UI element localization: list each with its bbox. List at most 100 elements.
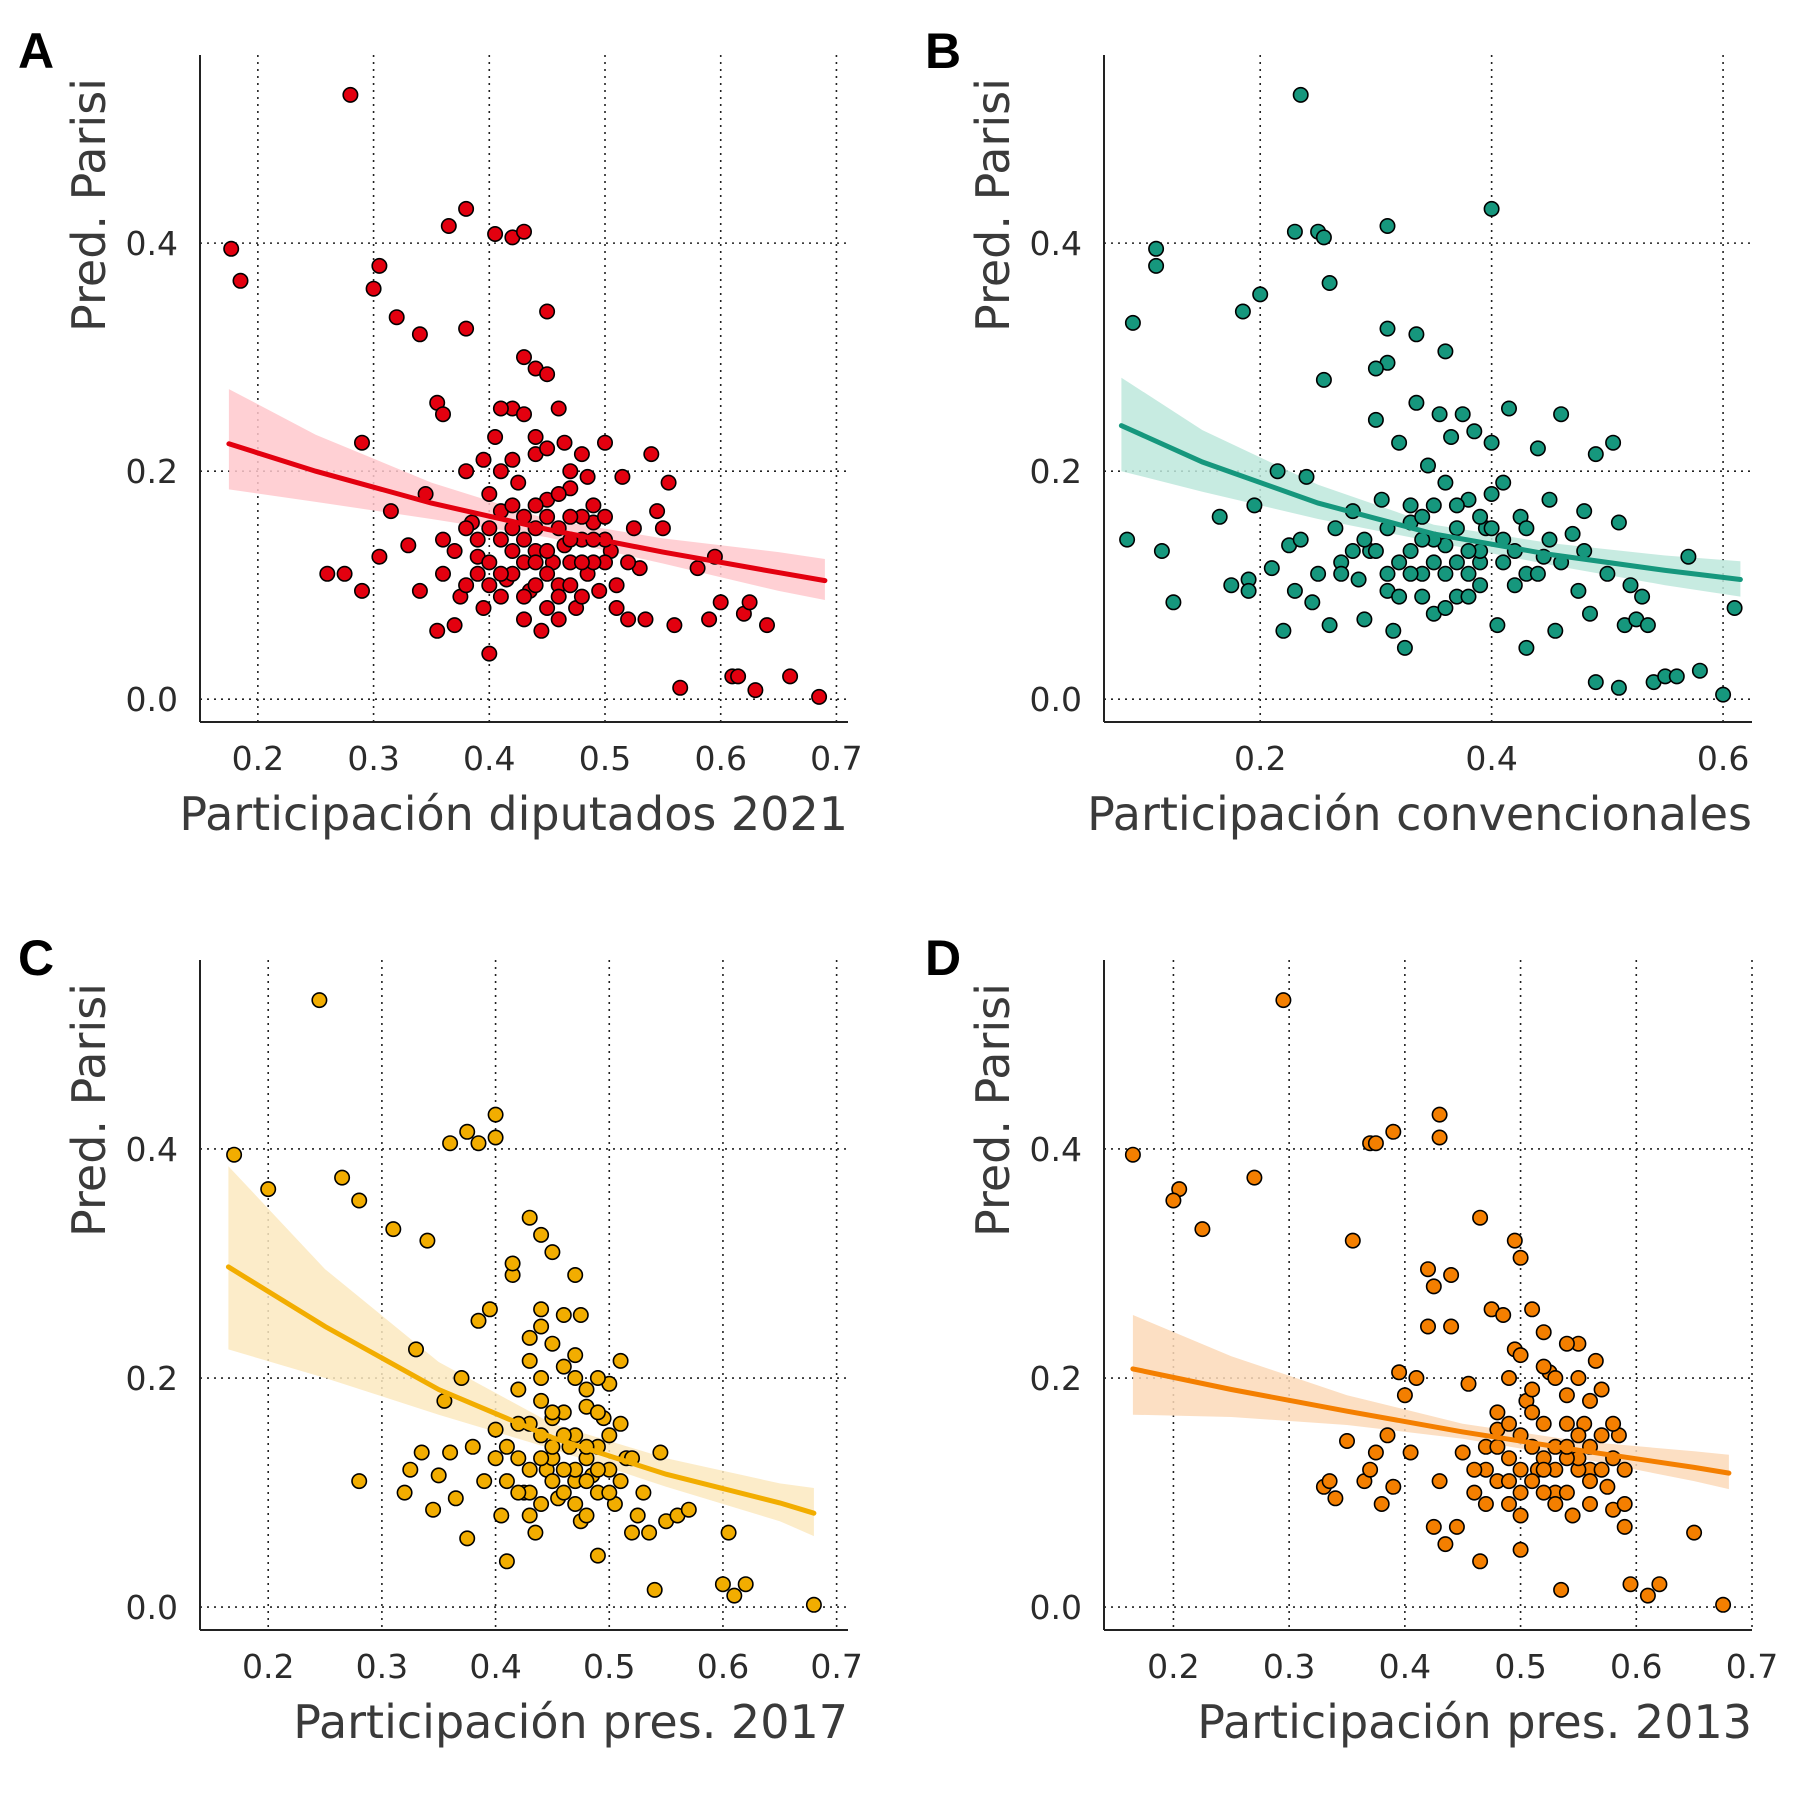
data-point bbox=[573, 588, 590, 605]
y-tick-label: 0.0 bbox=[1030, 680, 1082, 719]
data-point bbox=[550, 611, 567, 628]
data-point bbox=[371, 257, 388, 274]
y-axis-title: Pred. Parisi bbox=[966, 983, 1020, 1237]
data-point bbox=[1448, 1518, 1465, 1535]
data-point bbox=[1373, 1496, 1390, 1513]
data-point bbox=[1315, 229, 1332, 246]
data-point bbox=[591, 582, 608, 599]
data-point bbox=[1477, 1496, 1494, 1513]
data-point bbox=[1466, 423, 1483, 440]
data-point bbox=[336, 565, 353, 582]
data-point bbox=[601, 1484, 618, 1501]
data-point bbox=[1460, 565, 1477, 582]
data-point bbox=[1460, 542, 1477, 559]
data-point bbox=[1414, 508, 1431, 525]
data-point bbox=[1472, 1553, 1489, 1570]
data-point bbox=[1402, 1444, 1419, 1461]
data-point bbox=[492, 588, 509, 605]
data-point bbox=[1292, 531, 1309, 548]
data-point bbox=[1356, 611, 1373, 628]
data-point bbox=[1489, 1438, 1506, 1455]
data-point bbox=[1558, 1484, 1575, 1501]
data-point bbox=[446, 542, 463, 559]
data-point bbox=[1292, 86, 1309, 103]
data-point bbox=[1593, 1461, 1610, 1478]
data-point bbox=[382, 503, 399, 520]
data-point bbox=[1547, 1496, 1564, 1513]
x-axis-title: Participación pres. 2017 bbox=[293, 1695, 848, 1749]
data-point bbox=[1431, 406, 1448, 423]
data-point bbox=[701, 611, 718, 628]
data-point bbox=[1489, 617, 1506, 634]
confidence-band bbox=[228, 1166, 814, 1537]
data-point bbox=[1616, 1518, 1633, 1535]
data-point bbox=[533, 1318, 550, 1335]
data-point bbox=[741, 594, 758, 611]
data-point bbox=[425, 1501, 442, 1518]
data-point bbox=[442, 1444, 459, 1461]
data-point bbox=[1715, 686, 1732, 703]
data-point bbox=[487, 1129, 504, 1146]
x-tick-label: 0.2 bbox=[232, 739, 284, 778]
data-point bbox=[1275, 622, 1292, 639]
data-point bbox=[498, 1553, 515, 1570]
data-point bbox=[447, 1490, 464, 1507]
data-point bbox=[1501, 1415, 1518, 1432]
data-point bbox=[371, 548, 388, 565]
data-point bbox=[1495, 554, 1512, 571]
data-point bbox=[811, 688, 828, 705]
data-point bbox=[1367, 360, 1384, 377]
data-point bbox=[1286, 223, 1303, 240]
data-point bbox=[625, 520, 642, 537]
x-tick-label: 0.4 bbox=[463, 739, 515, 778]
data-point bbox=[623, 1524, 640, 1541]
data-point bbox=[1223, 577, 1240, 594]
data-point bbox=[589, 1461, 606, 1478]
data-point bbox=[730, 668, 747, 685]
data-point bbox=[260, 1181, 277, 1198]
x-tick-label: 0.3 bbox=[347, 739, 399, 778]
data-point bbox=[342, 86, 359, 103]
data-point bbox=[419, 1232, 436, 1249]
data-point bbox=[1472, 1209, 1489, 1226]
data-point bbox=[1431, 1129, 1448, 1146]
data-point bbox=[1501, 1496, 1518, 1513]
data-point bbox=[1310, 565, 1327, 582]
data-point bbox=[1420, 1261, 1437, 1278]
data-point bbox=[1483, 200, 1500, 217]
data-point bbox=[1686, 1524, 1703, 1541]
data-point bbox=[430, 1467, 447, 1484]
data-point bbox=[1321, 274, 1338, 291]
data-point bbox=[1437, 343, 1454, 360]
data-point bbox=[1391, 434, 1408, 451]
data-point bbox=[351, 1192, 368, 1209]
x-tick-label: 0.5 bbox=[579, 739, 631, 778]
data-point bbox=[562, 463, 579, 480]
data-point bbox=[556, 434, 573, 451]
data-point bbox=[492, 400, 509, 417]
data-point bbox=[1379, 320, 1396, 337]
data-point bbox=[550, 400, 567, 417]
data-point bbox=[1234, 303, 1251, 320]
data-point bbox=[481, 485, 498, 502]
data-point bbox=[1558, 1335, 1575, 1352]
data-point bbox=[521, 1461, 538, 1478]
data-point bbox=[481, 577, 498, 594]
data-point bbox=[1367, 1135, 1384, 1152]
data-point bbox=[1529, 565, 1546, 582]
data-point bbox=[353, 434, 370, 451]
data-point bbox=[1512, 1249, 1529, 1266]
x-tick-label: 0.5 bbox=[1494, 1647, 1546, 1686]
data-point bbox=[629, 1507, 646, 1524]
data-point bbox=[504, 451, 521, 468]
data-point bbox=[544, 1244, 561, 1261]
data-point bbox=[1339, 1433, 1356, 1450]
data-point bbox=[533, 1226, 550, 1243]
data-point bbox=[232, 272, 249, 289]
data-point bbox=[1512, 1507, 1529, 1524]
data-point bbox=[747, 682, 764, 699]
panel-b: B 0.2 0.4 0.6 0.0 0.2 0.4 Participación convenc… bbox=[925, 23, 1752, 841]
data-point bbox=[515, 531, 532, 548]
data-point bbox=[1587, 674, 1604, 691]
data-point bbox=[1547, 1370, 1564, 1387]
